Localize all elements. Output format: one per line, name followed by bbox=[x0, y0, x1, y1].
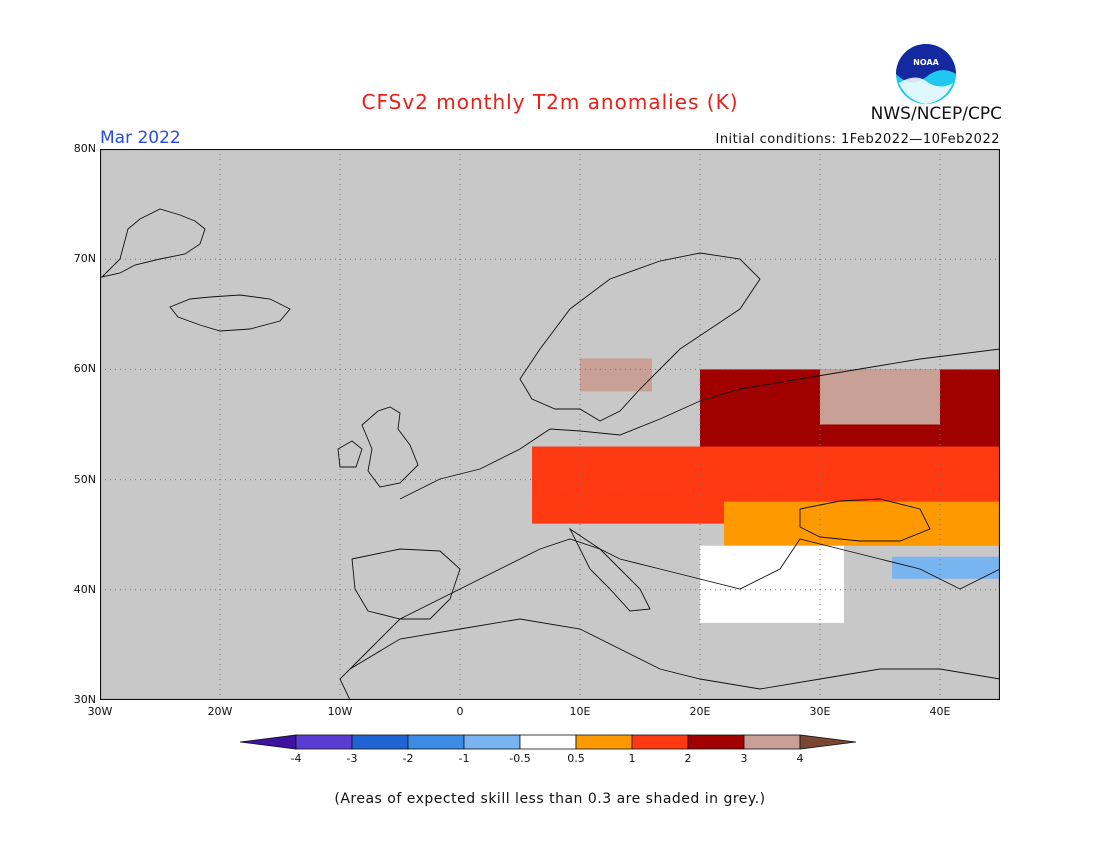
anomaly-region-1 bbox=[580, 358, 652, 392]
anomaly-region-4 bbox=[724, 501, 1000, 546]
anomaly-region-6 bbox=[892, 556, 1000, 579]
colorbar-bin-8 bbox=[687, 734, 745, 750]
colorbar-bin-5 bbox=[519, 734, 577, 750]
colorbar-bin-10 bbox=[799, 734, 857, 750]
map-panel bbox=[100, 149, 1000, 700]
lat-label-4: 40N bbox=[73, 582, 96, 596]
colorbar-bin-0 bbox=[239, 734, 297, 750]
lon-label-6: 30E bbox=[809, 705, 831, 718]
coastlines bbox=[100, 208, 1000, 700]
anomaly-cells bbox=[532, 358, 1000, 623]
colorbar-bin-2 bbox=[351, 734, 409, 750]
lat-label-3: 50N bbox=[73, 472, 96, 486]
colorbar-bin-1 bbox=[295, 734, 353, 750]
colorbar-bin-9 bbox=[743, 734, 801, 750]
colorbar-tick-1: -3 bbox=[346, 752, 358, 765]
lat-label-5: 30N bbox=[73, 693, 96, 706]
lat-label-1: 70N bbox=[73, 252, 96, 266]
colorbar-tick-7: 2 bbox=[684, 752, 692, 765]
noaa-logo: NOAA bbox=[896, 44, 956, 104]
footnote: (Areas of expected skill less than 0.3 a… bbox=[334, 791, 766, 807]
lon-label-7: 40E bbox=[929, 705, 951, 718]
map-frame bbox=[100, 149, 1000, 700]
agency-label: NWS/NCEP/CPC bbox=[870, 104, 1002, 124]
colorbar-bin-3 bbox=[407, 734, 465, 750]
lat-label-0: 80N bbox=[73, 142, 96, 155]
anomaly-region-2 bbox=[820, 369, 940, 425]
colorbar bbox=[239, 734, 857, 750]
colorbar-bin-6 bbox=[575, 734, 633, 750]
lat-label-2: 60N bbox=[73, 362, 96, 376]
gridlines bbox=[100, 149, 1000, 700]
colorbar-tick-3: -1 bbox=[458, 752, 470, 765]
lon-label-1: 20W bbox=[207, 705, 233, 718]
initial-conditions: Initial conditions: 1Feb2022—10Feb2022 bbox=[715, 132, 1000, 147]
colorbar-tick-0: -4 bbox=[290, 752, 302, 765]
colorbar-tick-2: -2 bbox=[402, 752, 414, 765]
chart-title: CFSv2 monthly T2m anomalies (K) bbox=[361, 90, 739, 114]
forecast-period: Mar 2022 bbox=[100, 128, 181, 148]
lon-label-3: 0 bbox=[456, 705, 464, 718]
colorbar-tick-8: 3 bbox=[740, 752, 748, 765]
colorbar-bin-7 bbox=[631, 734, 689, 750]
colorbar-tick-9: 4 bbox=[796, 752, 804, 765]
colorbar-bin-4 bbox=[463, 734, 521, 750]
logo-text: NOAA bbox=[913, 58, 939, 67]
colorbar-tick-4: -0.5 bbox=[509, 752, 531, 765]
lon-label-4: 10E bbox=[569, 705, 591, 718]
lon-label-5: 20E bbox=[689, 705, 711, 718]
lon-label-2: 10W bbox=[327, 705, 353, 718]
lon-label-0: 30W bbox=[87, 705, 113, 718]
colorbar-tick-6: 1 bbox=[628, 752, 636, 765]
colorbar-tick-5: 0.5 bbox=[567, 752, 585, 765]
